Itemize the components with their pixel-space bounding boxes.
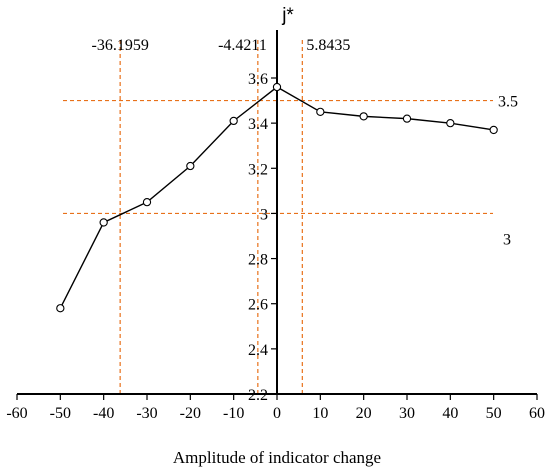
data-point [272,82,282,92]
y-tick-label: 2.2 [248,387,268,404]
y-axis-label: j* [281,5,294,26]
horizontal-reference-label: 3 [503,231,511,248]
x-tick-label: 0 [273,405,281,422]
x-tick-label: 60 [529,405,545,422]
data-point [99,218,108,227]
x-tick-label: -30 [136,405,157,422]
data-point [229,116,238,126]
x-axis-label: Amplitude of indicator change [173,448,381,467]
x-tick-label: -50 [50,405,71,422]
y-tick-label: 3 [260,206,268,223]
y-tick-label: 2.6 [248,297,268,314]
data-point [56,304,65,313]
series [56,82,498,313]
horizontal-reference-label: 3.5 [498,94,518,111]
x-tick-label: -20 [180,405,201,422]
data-point [446,118,455,128]
y-tick-label: 2.4 [248,342,268,359]
reference-lines [63,40,493,394]
x-tick-label: 20 [356,405,372,422]
x-ticks: -60 -50 -40 -30 -20 -10 0 10 20 30 40 50 60 [6,394,545,422]
data-point [402,114,412,123]
data-point [142,197,152,207]
x-tick-label: -10 [223,405,244,422]
vertical-reference-label: 5.8435 [306,37,350,54]
reference-labels: 3.5 3 -36.1959 -4.4211 5.8435 [91,37,518,248]
data-point [489,125,498,135]
x-tick-label: 50 [486,405,502,422]
vertical-reference-label: -36.1959 [91,37,148,54]
y-tick-label: 3.6 [248,71,268,88]
x-tick-label: 10 [312,405,328,422]
y-tick-label: 3.2 [248,161,268,178]
y-ticks: 2.2 2.4 2.6 2.8 3 3.2 3.4 3.6 [248,71,277,404]
data-point [316,107,325,117]
x-tick-label: -40 [93,405,114,422]
x-tick-label: -60 [6,405,27,422]
y-tick-label: 3.4 [248,116,268,133]
x-tick-label: 30 [399,405,415,422]
data-point [186,161,195,171]
vertical-reference-label: -4.4211 [218,37,267,54]
data-point [359,112,368,121]
x-tick-label: 40 [442,405,458,422]
y-tick-label: 2.8 [248,252,268,269]
